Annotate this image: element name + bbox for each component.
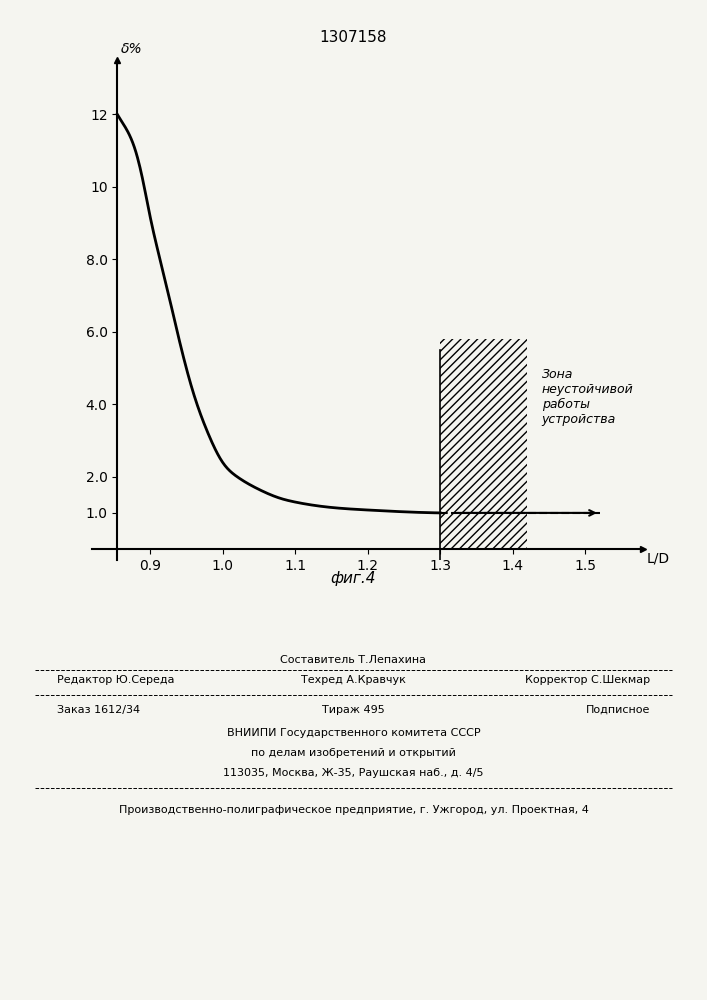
Text: фиг.4: фиг.4: [330, 571, 376, 586]
Text: Корректор С.Шекмар: Корректор С.Шекмар: [525, 675, 650, 685]
Text: Техред А.Кравчук: Техред А.Кравчук: [301, 675, 406, 685]
Text: Редактор Ю.Середа: Редактор Ю.Середа: [57, 675, 174, 685]
Text: Зона
неустойчивой
работы
устройства: Зона неустойчивой работы устройства: [542, 368, 633, 426]
Text: Подписное: Подписное: [586, 705, 650, 715]
Text: L/D: L/D: [647, 551, 670, 565]
Text: по делам изобретений и открытий: по делам изобретений и открытий: [251, 748, 456, 758]
Text: Заказ 1612/34: Заказ 1612/34: [57, 705, 140, 715]
Text: Составитель Т.Лепахина: Составитель Т.Лепахина: [281, 655, 426, 665]
Text: Тираж 495: Тираж 495: [322, 705, 385, 715]
Bar: [440, 339, 527, 549]
Text: 1307158: 1307158: [320, 30, 387, 45]
Text: Производственно-полиграфическое предприятие, г. Ужгород, ул. Проектная, 4: Производственно-полиграфическое предприя…: [119, 805, 588, 815]
Text: 113035, Москва, Ж-35, Раушская наб., д. 4/5: 113035, Москва, Ж-35, Раушская наб., д. …: [223, 768, 484, 778]
Text: δ%: δ%: [121, 42, 143, 56]
Text: ВНИИПИ Государственного комитета СССР: ВНИИПИ Государственного комитета СССР: [227, 728, 480, 738]
